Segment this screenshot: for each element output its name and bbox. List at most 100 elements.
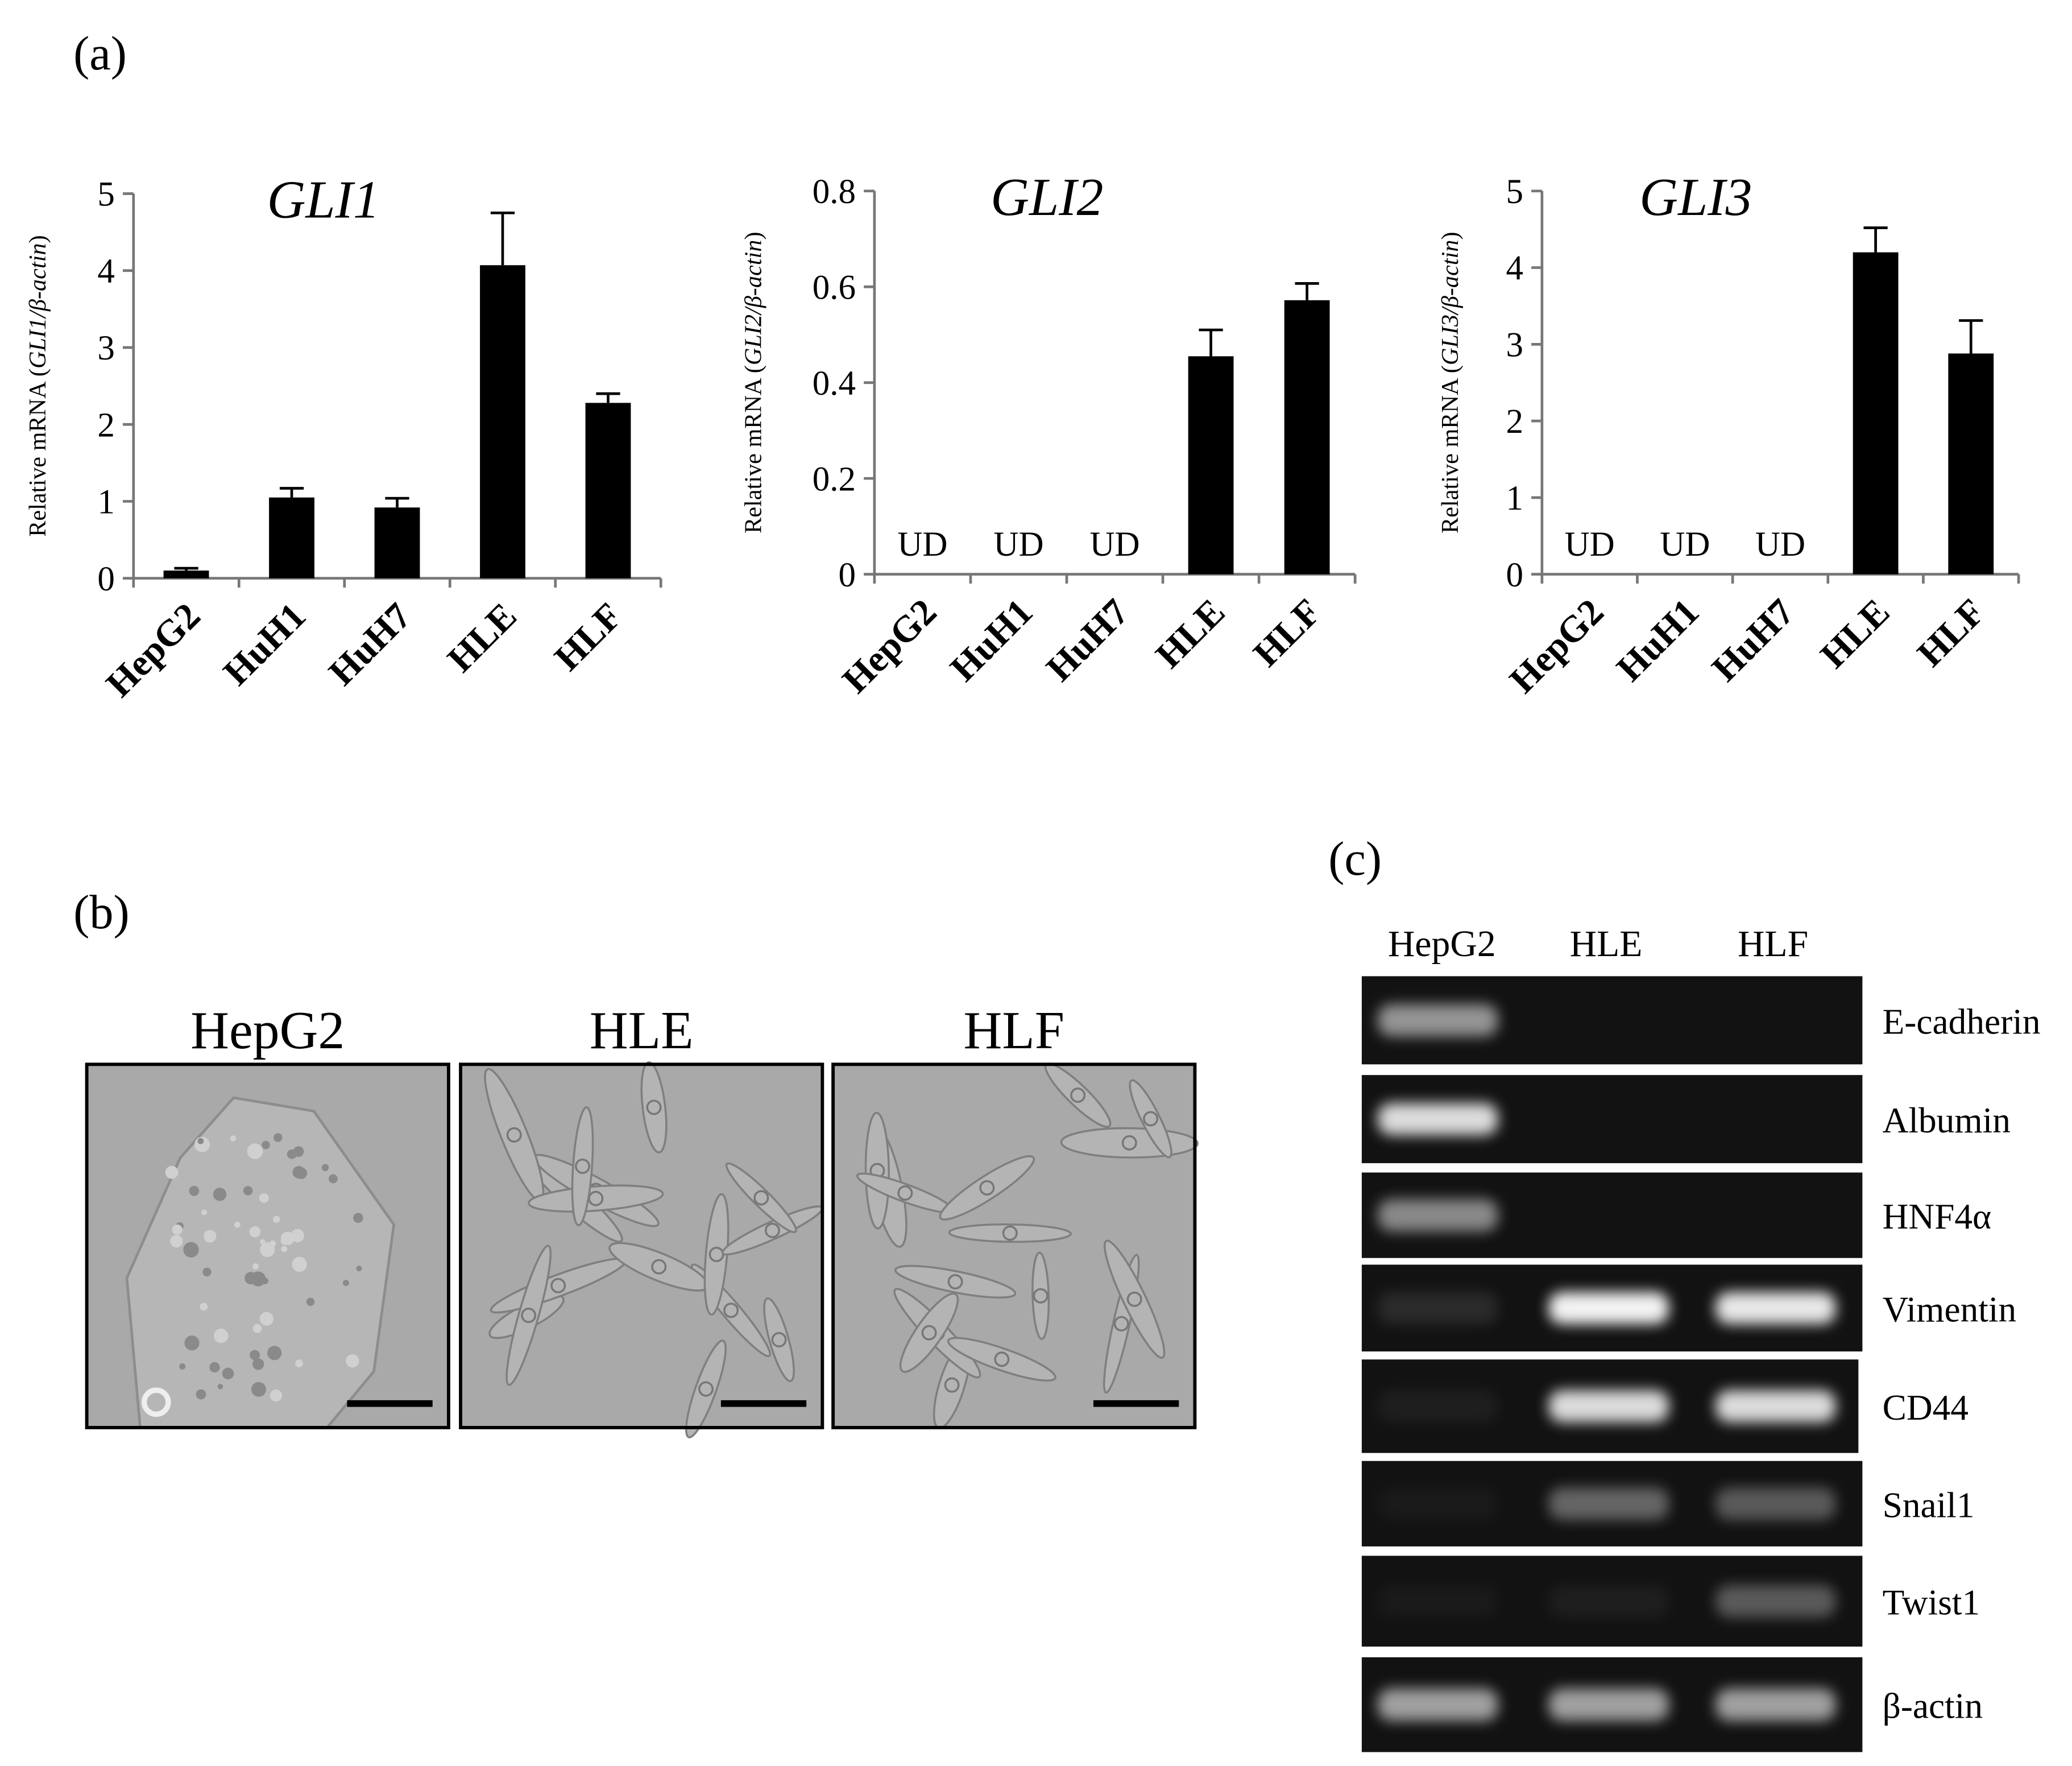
gel-band: [1378, 1488, 1498, 1520]
nucleus: [723, 1302, 739, 1318]
nucleus: [575, 1159, 591, 1174]
y-tick-label: 0: [1506, 556, 1523, 594]
nucleus: [646, 1099, 662, 1115]
y-tick-label: 0.6: [813, 268, 856, 307]
nucleus: [921, 1325, 937, 1341]
cell: [899, 1292, 959, 1373]
value-label: UD: [993, 526, 1043, 564]
y-tick-label: 3: [1506, 326, 1523, 364]
cell: [864, 1111, 890, 1230]
cell-texture: [292, 1166, 305, 1179]
gel-band: [1548, 1487, 1669, 1520]
y-axis-label: Relative mRNA (GLI3/β-actin): [1437, 232, 1464, 533]
y-tick-label: 4: [97, 253, 115, 291]
y-tick-label: 0.2: [813, 460, 856, 498]
y-axis-label-part: GLI1/β-actin: [24, 243, 51, 369]
charts: GLI1 Relative mRNA (GLI1/β-actin) 0 1 2 3 4 5 He…: [24, 168, 2020, 705]
cell-texture: [179, 1363, 186, 1370]
cell: [685, 1339, 727, 1438]
gene-label: E-cadherin: [1883, 1002, 2041, 1041]
y-tick-label: 1: [97, 483, 115, 522]
gene-label: Albumin: [1883, 1101, 2011, 1140]
gel-band: [1378, 1103, 1498, 1135]
cell-texture: [183, 1242, 199, 1258]
x-tick-label: HLE: [440, 595, 525, 680]
y-tick-label: 0.8: [813, 173, 856, 211]
cell-texture: [260, 1242, 275, 1258]
cell-texture: [259, 1312, 273, 1326]
cell: [1031, 1251, 1050, 1340]
bar: [585, 403, 631, 578]
cell-texture: [209, 1362, 220, 1373]
micrograph-title: HLF: [964, 1001, 1064, 1060]
x-tick-label: HLF: [1245, 591, 1329, 675]
y-tick-label: 5: [1506, 173, 1523, 211]
cell: [1129, 1079, 1172, 1159]
panel-label: (c): [1328, 833, 1382, 886]
micrograph-frame: [85, 1062, 450, 1429]
bar: [374, 507, 420, 578]
value-label: UD: [1089, 526, 1139, 564]
cell-texture: [202, 1267, 212, 1277]
y-tick-label: 2: [97, 406, 115, 444]
nucleus: [1126, 1291, 1142, 1307]
cell-texture: [234, 1221, 241, 1228]
nucleus: [1113, 1316, 1129, 1331]
nucleus: [1121, 1135, 1137, 1151]
chart-title: GLI1: [267, 171, 380, 230]
y-axis-label: Relative mRNA (GLI1/β-actin): [24, 235, 51, 536]
gel-band: [1378, 1004, 1498, 1037]
y-axis-label-part: Relative mRNA (: [24, 369, 51, 537]
cell: [939, 1155, 1035, 1221]
y-axis-label-part: Relative mRNA (: [740, 365, 766, 533]
micrograph-frame: [459, 1062, 824, 1429]
nucleus: [897, 1185, 913, 1201]
cell-texture: [189, 1185, 200, 1196]
gel-band: [1715, 1390, 1836, 1422]
bar: [1188, 356, 1234, 574]
gel-band: [1715, 1689, 1836, 1721]
nucleus: [698, 1381, 714, 1397]
cell-texture: [230, 1135, 237, 1142]
bar: [163, 570, 209, 578]
panel-label: (b): [73, 886, 130, 939]
bar: [269, 497, 314, 578]
x-tick-label: HepG2: [1502, 591, 1612, 701]
chart-title: GLI2: [991, 168, 1103, 227]
nucleus: [651, 1259, 667, 1275]
debris: [141, 1387, 171, 1417]
gene-label: CD44: [1883, 1388, 1969, 1428]
lane-label: HLF: [1738, 923, 1808, 965]
y-tick-label: 0: [97, 560, 115, 598]
chart-title: GLI3: [1639, 168, 1752, 227]
gel: HepG2 HLE HLF E-cadherin Albumin HNF4α Vimenti…: [1361, 923, 2041, 1752]
cell: [1060, 1127, 1199, 1159]
cell-texture: [281, 1246, 288, 1252]
nucleus: [994, 1351, 1010, 1367]
cell-texture: [165, 1165, 179, 1179]
x-tick-label: HLF: [1909, 591, 1993, 675]
cell-texture: [287, 1149, 297, 1159]
gel-band: [1548, 1390, 1669, 1422]
nucleus: [1002, 1225, 1018, 1241]
cell-texture: [217, 1384, 223, 1389]
x-tick-label: HepG2: [98, 595, 209, 705]
cell: [725, 1162, 797, 1234]
lane-label: HepG2: [1388, 923, 1496, 965]
nucleus: [753, 1190, 769, 1206]
value-label: UD: [897, 526, 947, 564]
y-axis-label: Relative mRNA (GLI2/β-actin): [740, 232, 766, 533]
y-tick-label: 1: [1506, 479, 1523, 518]
cell-texture: [353, 1213, 363, 1223]
cell-texture: [201, 1209, 208, 1215]
x-tick-label: HuH7: [321, 595, 419, 693]
cell-texture: [251, 1382, 266, 1397]
cell-texture: [306, 1297, 315, 1306]
gel-band: [1715, 1585, 1836, 1618]
cell-texture: [292, 1256, 307, 1272]
cell-texture: [321, 1164, 329, 1172]
y-tick-label: 5: [97, 176, 115, 214]
gene-label: Vimentin: [1883, 1289, 2017, 1329]
cell-texture: [270, 1389, 283, 1402]
nucleus: [764, 1222, 780, 1238]
